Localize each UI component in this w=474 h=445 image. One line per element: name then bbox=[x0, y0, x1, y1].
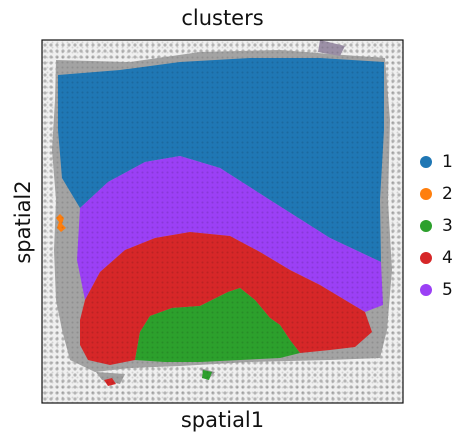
x-axis-label: spatial1 bbox=[180, 408, 265, 432]
legend-marker-4 bbox=[420, 252, 432, 264]
chart-title: clusters bbox=[181, 6, 264, 30]
legend-label-3: 3 bbox=[442, 216, 453, 236]
y-axis-label: spatial2 bbox=[11, 180, 35, 264]
legend-marker-1 bbox=[420, 156, 432, 168]
legend-marker-3 bbox=[420, 220, 432, 232]
legend-item: 4 bbox=[420, 242, 453, 274]
legend-item: 3 bbox=[420, 210, 453, 242]
legend-item: 1 bbox=[420, 146, 453, 178]
legend-label-1: 1 bbox=[442, 152, 453, 172]
legend-item: 5 bbox=[420, 274, 453, 306]
legend-marker-5 bbox=[420, 284, 432, 296]
legend-label-5: 5 bbox=[442, 280, 453, 300]
legend-item: 2 bbox=[420, 178, 453, 210]
legend-label-4: 4 bbox=[442, 248, 453, 268]
legend-marker-2 bbox=[420, 188, 432, 200]
legend-label-2: 2 bbox=[442, 184, 453, 204]
legend: 1 2 3 4 5 bbox=[420, 146, 453, 306]
